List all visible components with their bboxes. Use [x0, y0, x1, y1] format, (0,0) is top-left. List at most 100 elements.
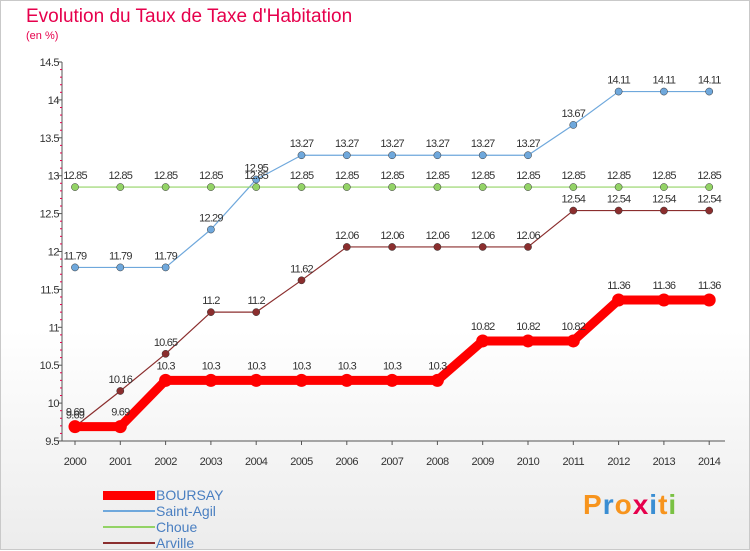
data-label: 11.62 — [290, 263, 313, 275]
series-line — [74, 209, 710, 428]
data-point — [569, 206, 578, 215]
data-point — [614, 87, 623, 96]
proxiti-logo: Proxiti — [583, 489, 677, 521]
y-tick-label: 11 — [49, 322, 60, 334]
logo-letter: x — [632, 489, 650, 520]
data-point — [388, 243, 396, 251]
data-point — [71, 183, 79, 191]
data-point — [68, 420, 82, 434]
data-point — [207, 308, 215, 316]
data-point — [660, 206, 668, 215]
x-tick-label: 2005 — [290, 456, 313, 468]
data-point — [705, 183, 714, 191]
data-point — [252, 175, 261, 184]
data-label: 12.85 — [244, 170, 268, 182]
data-label: 10.3 — [292, 360, 311, 372]
data-label: 10.16 — [109, 374, 133, 386]
legend-swatch — [103, 510, 155, 512]
data-point — [478, 243, 487, 251]
data-label: 11.79 — [109, 250, 132, 262]
x-tick-label: 2006 — [336, 456, 359, 468]
x-tick-label: 2002 — [154, 456, 177, 468]
data-point — [702, 293, 716, 307]
y-tick-label: 9.5 — [45, 436, 59, 448]
data-point — [524, 151, 532, 160]
data-label: 11.36 — [653, 280, 676, 292]
data-label: 14.11 — [607, 75, 630, 87]
legend-label: BOURSAY — [156, 487, 224, 503]
data-label: 13.27 — [426, 138, 450, 150]
y-tick-label: 14.5 — [40, 57, 60, 69]
data-point — [71, 263, 79, 272]
data-point — [478, 183, 487, 191]
data-point — [476, 334, 490, 348]
data-label: 12.85 — [426, 170, 450, 182]
legend-label: Choue — [156, 519, 198, 535]
data-label: 12.85 — [335, 170, 359, 182]
data-label: 9.69 — [111, 407, 130, 419]
data-point — [297, 183, 306, 191]
data-point — [249, 373, 263, 387]
data-point — [116, 183, 125, 191]
data-point — [705, 87, 714, 96]
data-point — [433, 151, 442, 160]
y-tick-label: 11.5 — [40, 284, 59, 296]
data-label: 12.54 — [607, 194, 631, 206]
data-label: 12.54 — [652, 194, 676, 206]
x-tick-label: 2004 — [245, 456, 268, 468]
data-label: 12.06 — [335, 230, 359, 242]
data-label: 13.27 — [516, 138, 540, 150]
data-point — [252, 308, 261, 316]
legend-swatch — [103, 526, 155, 528]
data-label: 12.85 — [471, 170, 495, 182]
data-point — [433, 183, 442, 191]
logo-letter: t — [658, 489, 669, 520]
data-point — [297, 276, 306, 285]
data-point — [614, 183, 623, 191]
data-point — [161, 263, 170, 272]
data-label: 12.06 — [426, 230, 450, 242]
data-point — [204, 373, 218, 387]
y-tick-label: 14 — [48, 95, 60, 107]
data-point — [430, 373, 444, 387]
data-point — [524, 183, 532, 191]
data-label: 12.85 — [562, 170, 586, 182]
data-label: 12.85 — [607, 170, 631, 182]
data-label: 11.2 — [202, 295, 220, 307]
data-point — [159, 373, 173, 387]
data-point — [342, 243, 351, 251]
data-label: 10.3 — [383, 360, 402, 372]
data-label: 14.11 — [653, 75, 676, 87]
data-label: 10.65 — [154, 337, 178, 349]
data-label: 12.29 — [199, 213, 223, 225]
data-label: 12.85 — [516, 170, 540, 182]
chart-unit-label: (en %) — [26, 30, 59, 42]
data-point — [207, 183, 215, 191]
data-label: 13.27 — [471, 138, 495, 150]
data-point — [161, 349, 170, 358]
x-tick-label: 2003 — [200, 456, 223, 468]
data-label: 12.95 — [244, 162, 268, 174]
data-point — [340, 373, 354, 387]
data-label: 10.3 — [202, 360, 221, 372]
x-tick-label: 2010 — [517, 456, 540, 468]
y-tick-label: 13 — [48, 171, 60, 183]
x-tick-label: 2011 — [562, 456, 584, 468]
data-point — [161, 183, 170, 191]
x-tick-label: 2014 — [698, 456, 721, 468]
legend-swatch — [103, 542, 155, 544]
data-label: 12.54 — [562, 194, 586, 206]
data-label: 13.27 — [290, 138, 314, 150]
data-label: 11.36 — [607, 280, 630, 292]
data-label: 12.85 — [697, 170, 721, 182]
data-point — [478, 151, 487, 160]
legend-label: Arville — [156, 535, 195, 551]
data-label: 11.2 — [247, 295, 265, 307]
data-point — [113, 420, 127, 434]
data-point — [342, 183, 351, 191]
data-point — [657, 293, 671, 307]
data-point — [207, 225, 215, 234]
data-label: 11.36 — [698, 280, 721, 292]
data-label: 13.27 — [380, 138, 404, 150]
data-point — [385, 373, 399, 387]
